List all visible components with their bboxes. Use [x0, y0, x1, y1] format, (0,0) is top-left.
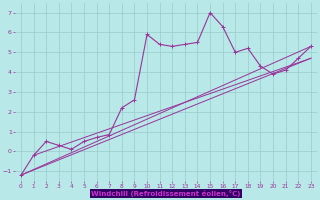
X-axis label: Windchill (Refroidissement éolien,°C): Windchill (Refroidissement éolien,°C) [91, 190, 241, 197]
